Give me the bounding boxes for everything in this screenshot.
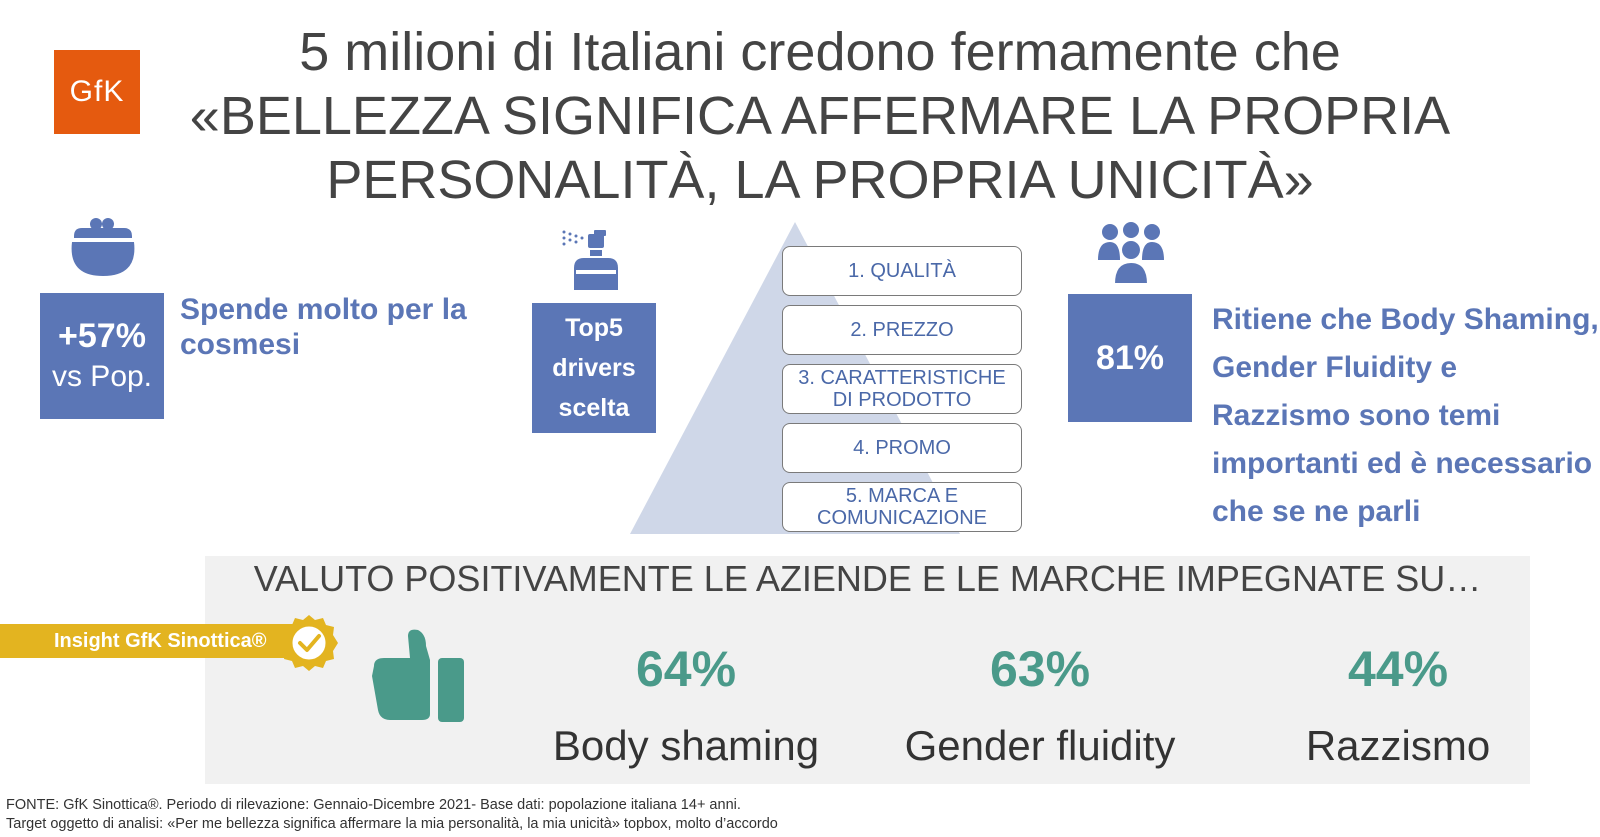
spend-description: Spende molto per la cosmesi bbox=[180, 293, 467, 361]
drivers-line-3: scelta bbox=[558, 394, 630, 422]
gender-fluidity-label: Gender fluidity bbox=[904, 722, 1176, 769]
driver-item-1: 1. QUALITÀ bbox=[782, 246, 1022, 296]
drivers-line-1: Top5 bbox=[565, 314, 623, 342]
razzismo-value: 44% bbox=[1347, 641, 1449, 697]
perfume-icon bbox=[562, 230, 618, 290]
driver-item-5: 5. MARCA E COMUNICAZIONE bbox=[782, 482, 1022, 532]
spend-stat-box: +57% vs Pop. bbox=[40, 293, 164, 419]
thumbs-up-icon bbox=[372, 629, 464, 722]
check-badge-icon bbox=[280, 615, 338, 671]
insight-banner: Insight GfK Sinottica® bbox=[0, 624, 298, 658]
panel-title: VALUTO POSITIVAMENTE LE AZIENDE E LE MAR… bbox=[253, 558, 1482, 599]
logo-text: GfK bbox=[69, 75, 125, 108]
page-title: 5 milioni di Italiani credono fermamente… bbox=[170, 20, 1470, 212]
source-line-1: FONTE: GfK Sinottica®. Periodo di rileva… bbox=[6, 797, 741, 813]
driver-item-3: 3. CARATTERISTICHE DI PRODOTTO bbox=[782, 364, 1022, 414]
body-shaming-label: Body shaming bbox=[552, 722, 820, 769]
people-group-icon bbox=[1098, 222, 1164, 285]
driver-item-2: 2. PREZZO bbox=[782, 305, 1022, 355]
spend-sub: vs Pop. bbox=[51, 360, 153, 393]
body-shaming-value: 64% bbox=[635, 641, 737, 697]
drivers-stat-box: Top5 drivers scelta bbox=[532, 303, 656, 433]
topics-stat-box: 81% bbox=[1068, 294, 1192, 422]
topics-description: Ritiene che Body Shaming, Gender Fluidit… bbox=[1212, 303, 1599, 528]
title-line-1: 5 milioni di Italiani credono fermamente… bbox=[299, 22, 1341, 82]
drivers-line-2: drivers bbox=[552, 354, 636, 382]
gender-fluidity-value: 63% bbox=[989, 641, 1091, 697]
topics-value: 81% bbox=[1095, 338, 1165, 377]
spend-value: +57% bbox=[58, 317, 146, 355]
purse-icon bbox=[71, 218, 135, 276]
title-line-3: PERSONALITÀ, LA PROPRIA UNICITÀ» bbox=[326, 150, 1314, 210]
razzismo-label: Razzismo bbox=[1305, 722, 1491, 769]
driver-item-4: 4. PROMO bbox=[782, 423, 1022, 473]
source-line-2: Target oggetto di analisi: «Per me belle… bbox=[6, 816, 778, 832]
source-note: FONTE: GfK Sinottica®. Periodo di rileva… bbox=[6, 796, 778, 834]
gfk-logo: GfK bbox=[54, 50, 140, 134]
title-line-2: «BELLEZZA SIGNIFICA AFFERMARE LA PROPRIA bbox=[189, 86, 1451, 146]
